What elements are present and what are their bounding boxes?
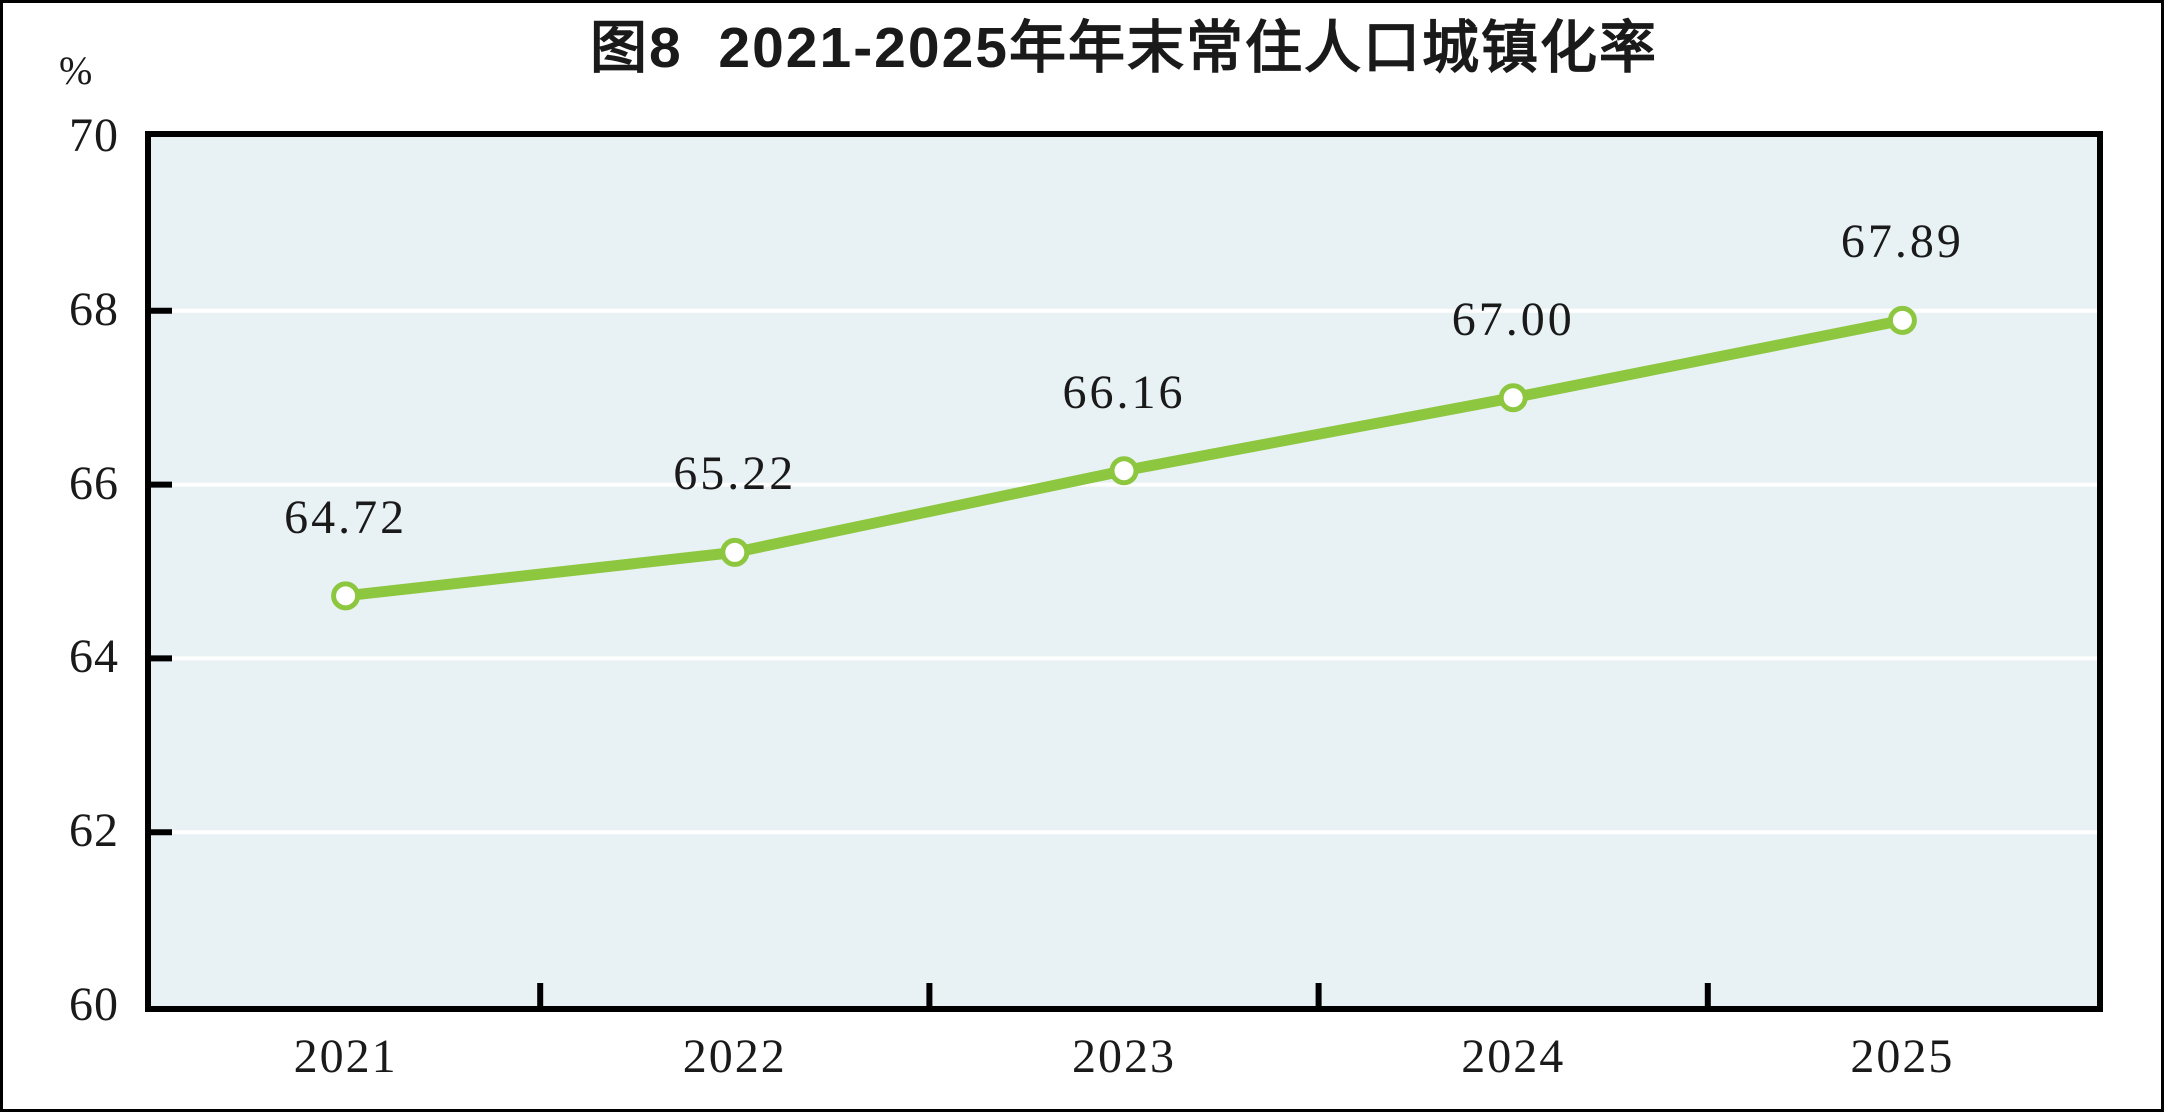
data-point-marker-2022 [720,537,750,567]
data-point-label-2021: 64.72 [284,490,408,544]
data-point-marker-2024 [1498,383,1528,413]
y-axis-label-70: 70 [69,109,119,162]
x-axis-label-2025: 2025 [1850,1030,1955,1083]
plot-area [145,131,2103,1012]
y-axis-label-66: 66 [69,456,119,510]
y-axis-label-68: 68 [69,282,119,336]
y-axis-label-60: 60 [69,978,119,1031]
y-axis-label-64: 64 [69,630,119,684]
x-axis-label-2024: 2024 [1461,1030,1566,1083]
data-point-label-2023: 66.16 [1062,365,1186,419]
data-point-marker-2021 [331,581,361,611]
chart-canvas [151,305,2097,1006]
data-point-marker-2025 [1887,305,1917,335]
data-point-label-2024: 67.00 [1451,292,1575,346]
x-axis-label-2023: 2023 [1072,1030,1176,1083]
y-axis-label-62: 62 [69,804,119,858]
data-point-marker-2023 [1109,456,1139,486]
x-axis-label-2022: 2022 [682,1030,787,1083]
chart-title: 图8 2021-2025年年末常住人口城镇化率 [590,16,1658,80]
data-point-label-2025: 67.89 [1840,215,1964,269]
data-point-label-2022: 65.22 [673,447,797,501]
x-axis-label-2021: 2021 [293,1030,398,1083]
y-axis-unit-label: % [59,48,93,93]
